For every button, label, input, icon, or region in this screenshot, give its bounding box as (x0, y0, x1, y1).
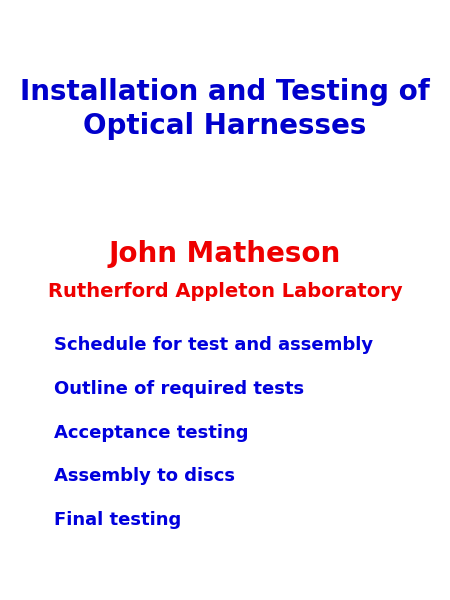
Text: John Matheson: John Matheson (109, 240, 341, 268)
Text: Outline of required tests: Outline of required tests (54, 380, 304, 398)
Text: Installation and Testing of
Optical Harnesses: Installation and Testing of Optical Harn… (20, 78, 430, 139)
Text: Acceptance testing: Acceptance testing (54, 424, 248, 442)
Text: Assembly to discs: Assembly to discs (54, 467, 235, 485)
Text: Schedule for test and assembly: Schedule for test and assembly (54, 336, 373, 354)
Text: Final testing: Final testing (54, 511, 181, 529)
Text: Rutherford Appleton Laboratory: Rutherford Appleton Laboratory (48, 282, 402, 301)
